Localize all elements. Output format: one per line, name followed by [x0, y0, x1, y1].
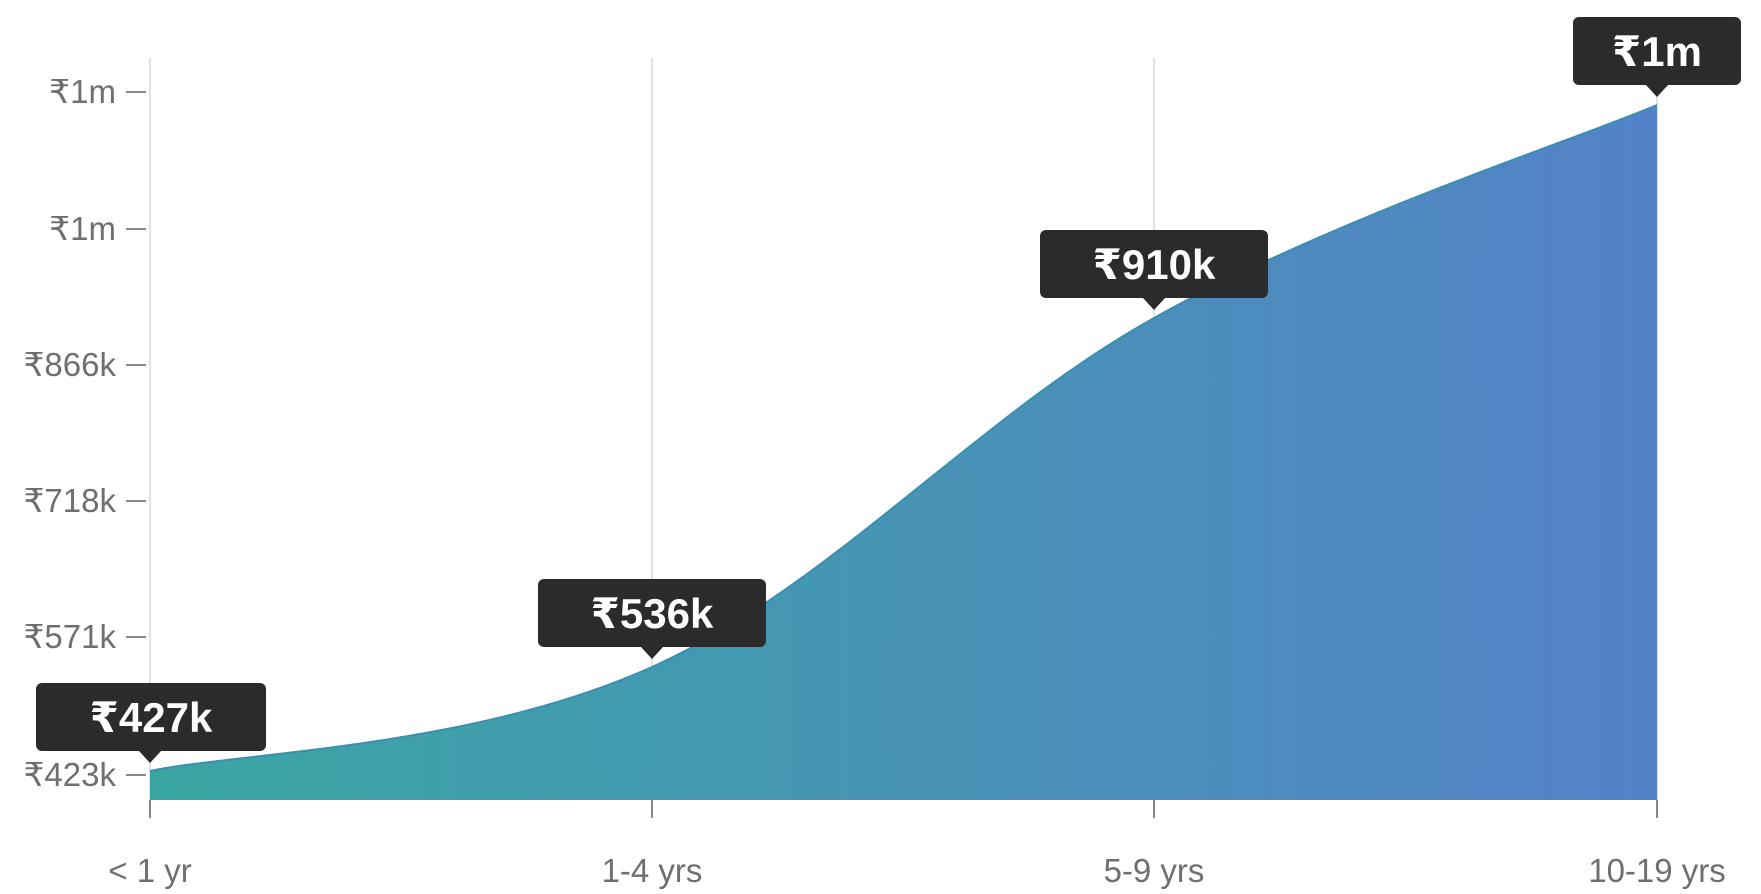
axes: ₹423k ₹571k ₹718k ₹866k ₹1m ₹1m < 1 yr 1-4 yrs 5…: [23, 73, 1725, 889]
value-callout: ₹1m: [1573, 17, 1741, 97]
x-tick-label: 1-4 yrs: [602, 852, 703, 889]
x-tick-label: < 1 yr: [108, 852, 191, 889]
area-series: [149, 104, 1658, 800]
callout-pointer: [139, 751, 161, 763]
callout-label: ₹536k: [591, 590, 714, 637]
callout-box: [538, 579, 766, 647]
x-tick-label: 10-19 yrs: [1588, 852, 1726, 889]
y-tick-label: ₹1m: [49, 73, 116, 110]
y-tick-label: ₹866k: [23, 346, 116, 383]
value-callout: ₹536k: [538, 579, 766, 659]
x-tick-label: 5-9 yrs: [1104, 852, 1205, 889]
y-tick-label: ₹571k: [23, 618, 116, 655]
callout-box: [36, 683, 266, 751]
callout-pointer: [641, 647, 663, 659]
value-callout: ₹427k: [36, 683, 266, 763]
y-tick-label: ₹1m: [49, 210, 116, 247]
callout-label: ₹910k: [1093, 241, 1216, 288]
callout-box: [1573, 17, 1741, 85]
value-callout: ₹910k: [1040, 230, 1268, 310]
y-tick-label: ₹718k: [23, 482, 116, 519]
callout-pointer: [1646, 85, 1668, 97]
y-tick-label: ₹423k: [23, 756, 116, 793]
area-line: [149, 104, 1658, 772]
callout-box: [1040, 230, 1268, 298]
callout-label: ₹1m: [1612, 28, 1702, 75]
value-callouts: ₹427k ₹536k ₹910k ₹1m: [36, 17, 1741, 763]
callout-label: ₹427k: [90, 694, 213, 741]
callout-pointer: [1143, 298, 1165, 310]
area-fill: [150, 105, 1657, 800]
